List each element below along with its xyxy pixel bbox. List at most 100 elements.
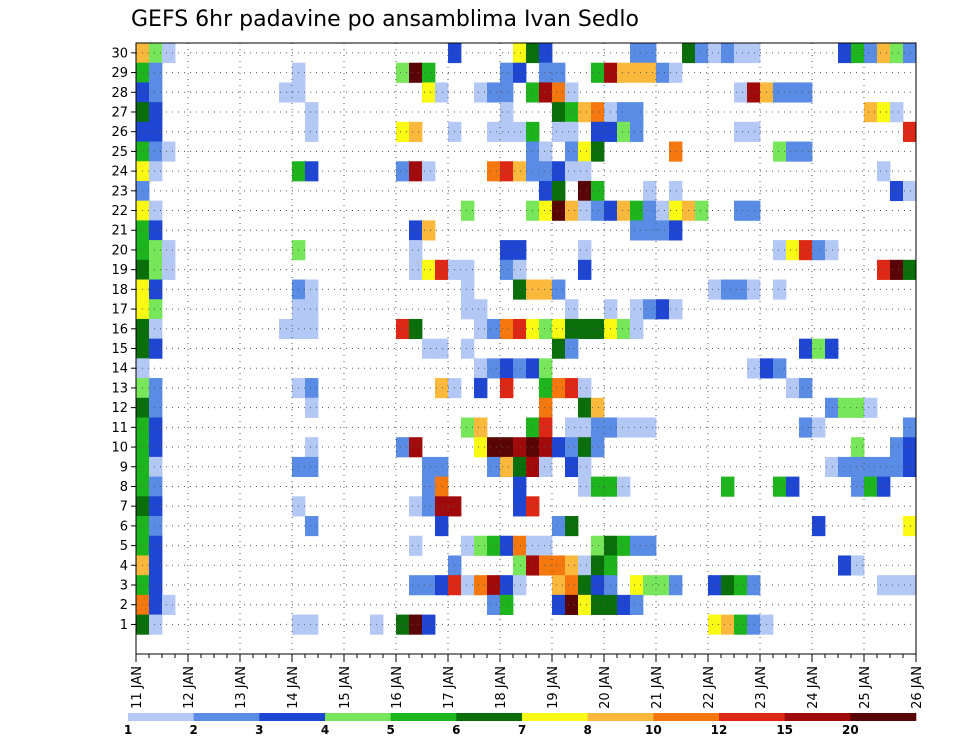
heatmap-cell [513, 279, 527, 300]
heatmap-cell [773, 141, 787, 162]
y-tick-label: 23 [111, 184, 128, 199]
x-tick-label: 13 JAN [234, 666, 249, 709]
heatmap-cell [747, 575, 761, 596]
heatmap-cell [877, 476, 891, 497]
heatmap-cell [708, 614, 722, 635]
legend-swatch [850, 713, 917, 721]
heatmap-cell [513, 456, 527, 478]
heatmap-cell [513, 43, 527, 64]
heatmap-cell [149, 259, 163, 280]
heatmap-cell [578, 555, 592, 576]
heatmap-cell [734, 614, 748, 635]
heatmap-cell [747, 82, 761, 103]
heatmap-cell [422, 259, 436, 280]
heatmap-cell [474, 82, 488, 103]
heatmap-cell [162, 594, 176, 615]
heatmap-cell [487, 437, 501, 458]
heatmap-cell [656, 220, 670, 241]
heatmap-cell [305, 121, 319, 142]
heatmap-cell [552, 121, 566, 142]
heatmap-cell [591, 121, 605, 142]
heatmap-cell [279, 82, 293, 103]
heatmap-cell [422, 338, 436, 359]
heatmap-cell [578, 318, 592, 340]
heatmap-cell [578, 378, 592, 399]
heatmap-cell [461, 200, 475, 221]
heatmap-cell [422, 62, 436, 83]
heatmap-cell [786, 378, 800, 399]
heatmap-cell [552, 338, 566, 359]
x-tick-label: 17 JAN [442, 666, 457, 709]
y-tick-label: 1 [120, 618, 128, 633]
heatmap-cell [513, 318, 527, 340]
heatmap-cell [825, 397, 839, 418]
heatmap-cell [409, 575, 423, 596]
heatmap-cell [591, 476, 605, 497]
heatmap-cell [487, 161, 501, 182]
heatmap-cell [721, 476, 735, 497]
heatmap-cell [565, 594, 579, 615]
heatmap-cell [565, 516, 579, 537]
heatmap-cell [851, 476, 865, 497]
heatmap-cell [669, 575, 683, 596]
heatmap-cell [162, 259, 176, 280]
heatmap-cell [149, 141, 163, 162]
heatmap-cell [747, 43, 761, 64]
heatmap-cell [591, 417, 605, 438]
heatmap-cell [305, 161, 319, 182]
heatmap-cell [396, 161, 410, 182]
heatmap-cell [552, 318, 566, 340]
heatmap-cell [773, 82, 787, 103]
heatmap-cell [552, 575, 566, 596]
heatmap-cell [305, 279, 319, 300]
heatmap-cell [734, 279, 748, 300]
heatmap-cell [500, 456, 514, 478]
heatmap-cell [825, 456, 839, 478]
heatmap-cell [474, 299, 488, 320]
heatmap-cell [708, 575, 722, 596]
heatmap-cell [669, 62, 683, 83]
heatmap-cell [552, 102, 566, 123]
y-tick-label: 27 [111, 105, 128, 120]
heatmap-cell [851, 555, 865, 576]
heatmap-cell [630, 594, 644, 615]
heatmap-cell [734, 121, 748, 142]
heatmap-cell [565, 575, 579, 596]
y-tick-label: 8 [120, 480, 128, 495]
x-tick-label: 18 JAN [494, 666, 509, 709]
heatmap-cell [565, 318, 579, 340]
heatmap-cell [149, 456, 163, 478]
heatmap-cell [617, 102, 631, 123]
heatmap-cell [903, 180, 917, 202]
heatmap-cell [435, 516, 449, 537]
y-tick-label: 17 [111, 303, 128, 318]
heatmap-cell [461, 338, 475, 359]
heatmap-cell [890, 180, 904, 202]
heatmap-cell [149, 318, 163, 340]
legend-swatch [587, 713, 654, 721]
heatmap-cell [565, 417, 579, 438]
x-tick-label: 24 JAN [806, 666, 821, 709]
heatmap-cell [747, 121, 761, 142]
legend-swatch [456, 713, 523, 721]
heatmap-cell [513, 358, 527, 379]
heatmap-cell [565, 555, 579, 576]
heatmap-cell [903, 259, 917, 280]
heatmap-cell [825, 338, 839, 359]
heatmap-cell [747, 358, 761, 379]
heatmap-cell [630, 417, 644, 438]
heatmap-cell [747, 279, 761, 300]
heatmap-cell [513, 121, 527, 142]
heatmap-cell [578, 259, 592, 280]
heatmap-cell [487, 318, 501, 340]
heatmap-cell [149, 516, 163, 537]
heatmap-cell [513, 555, 527, 576]
heatmap-cell [721, 575, 735, 596]
heatmap-cell [487, 575, 501, 596]
heatmap-cell [578, 102, 592, 123]
heatmap-cell [903, 516, 917, 537]
heatmap-cell [396, 614, 410, 635]
heatmap-cell [877, 161, 891, 182]
heatmap-cell [149, 338, 163, 359]
legend-label: 12 [711, 723, 728, 737]
